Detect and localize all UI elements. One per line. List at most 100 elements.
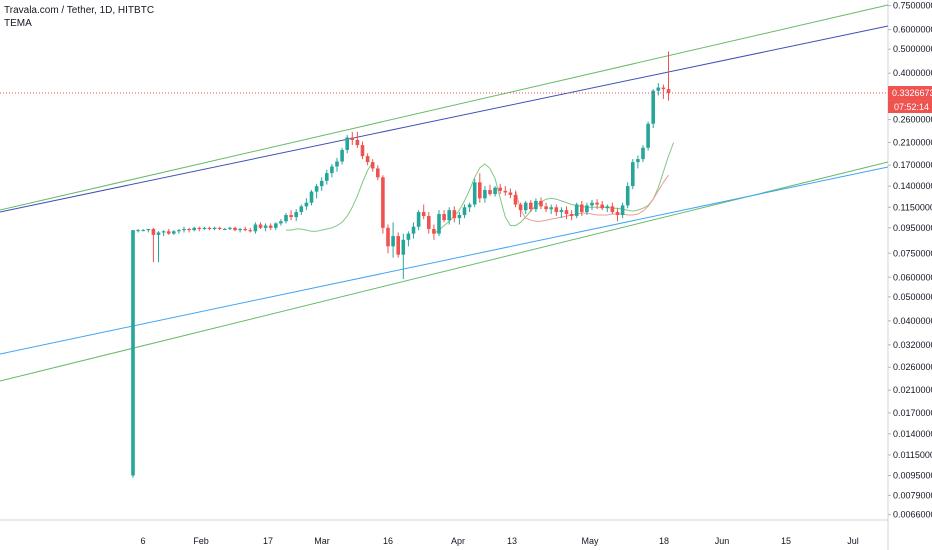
candle-body xyxy=(442,214,446,221)
candle-body xyxy=(396,236,400,255)
candle-body xyxy=(595,202,599,205)
y-tick-label: 0.0600000 xyxy=(893,272,932,282)
candle-body xyxy=(340,149,344,162)
candle-body xyxy=(483,190,487,199)
candle xyxy=(187,227,191,233)
candle-body xyxy=(447,210,451,221)
y-tick-label: 0.1700000 xyxy=(893,160,932,170)
tema-short-line xyxy=(515,174,669,222)
candle xyxy=(529,200,533,213)
candle-body xyxy=(666,89,671,93)
candle-body xyxy=(151,228,156,235)
candle-body xyxy=(304,202,309,207)
candle xyxy=(488,184,492,196)
candle-body xyxy=(631,162,635,187)
last-price-tag xyxy=(888,86,932,101)
channel-upper-line xyxy=(0,4,889,211)
candle-body xyxy=(411,226,416,234)
candle xyxy=(268,223,273,231)
y-tick-label: 0.0500000 xyxy=(893,292,932,302)
candle xyxy=(309,190,314,206)
candle xyxy=(370,159,375,172)
candle-body xyxy=(263,225,268,228)
candle xyxy=(238,227,242,233)
candle-body xyxy=(243,228,247,231)
candle xyxy=(442,210,446,223)
candle-body xyxy=(248,230,253,232)
candle-body xyxy=(513,194,518,205)
candle xyxy=(416,210,421,231)
candle xyxy=(518,202,523,218)
candle-body xyxy=(207,227,212,229)
candle xyxy=(279,219,283,226)
y-tick-label: 0.0140000 xyxy=(893,429,932,439)
candle-body xyxy=(518,204,523,211)
candle-body xyxy=(661,87,666,90)
y-tick-label: 0.0066000 xyxy=(893,510,932,520)
candle-body xyxy=(309,191,314,203)
candle-body xyxy=(432,228,436,234)
candle-body xyxy=(197,227,202,229)
candle xyxy=(335,157,339,172)
tema-long-line xyxy=(433,142,675,235)
candle xyxy=(182,226,186,233)
candle-body xyxy=(166,231,171,234)
candle-body xyxy=(503,190,508,193)
candle xyxy=(141,228,145,232)
candle-body xyxy=(656,87,661,91)
candle xyxy=(248,227,253,233)
candle xyxy=(651,89,655,129)
x-tick-label: 16 xyxy=(383,536,393,546)
candle xyxy=(161,230,166,237)
candle xyxy=(131,230,135,478)
candle-body xyxy=(381,177,385,228)
candle xyxy=(447,207,451,225)
chart-header: Travala.com / Tether, 1D, HITBTC TEMA xyxy=(4,4,154,30)
candle-body xyxy=(217,227,222,229)
candle xyxy=(355,131,360,148)
candle-body xyxy=(539,200,543,207)
candle-body xyxy=(610,206,615,213)
candle xyxy=(284,213,288,224)
candle xyxy=(299,204,304,216)
candle xyxy=(217,226,222,231)
indicator-label[interactable]: TEMA xyxy=(4,18,32,29)
candle-body xyxy=(289,215,293,218)
candle-body xyxy=(350,137,355,140)
x-tick-label: 18 xyxy=(659,536,669,546)
candle xyxy=(503,186,508,196)
candle-body xyxy=(258,224,263,228)
y-tick-label: 0.0095000 xyxy=(893,471,932,481)
symbol-title[interactable]: Travala.com / Tether, 1D, HITBTC xyxy=(4,5,155,16)
candle xyxy=(493,186,497,197)
candle xyxy=(406,231,411,247)
candle xyxy=(258,222,263,229)
candle xyxy=(391,222,395,258)
candle xyxy=(421,204,426,220)
candle xyxy=(554,204,559,217)
candle xyxy=(508,188,513,199)
candle xyxy=(319,177,324,191)
candle-body xyxy=(238,228,242,231)
candle xyxy=(636,155,640,169)
candle xyxy=(467,202,472,213)
candle xyxy=(202,226,207,231)
candle-body xyxy=(605,206,610,209)
candle-body xyxy=(192,227,196,231)
candle xyxy=(172,230,176,235)
candle xyxy=(166,228,171,235)
candle-body xyxy=(391,236,395,247)
candle xyxy=(620,202,625,219)
candle xyxy=(615,208,620,222)
candle xyxy=(146,228,151,233)
candle-body xyxy=(212,227,217,229)
candle-body xyxy=(493,187,497,195)
candle-body xyxy=(452,210,457,219)
candle-body xyxy=(569,214,574,217)
candle xyxy=(610,202,615,215)
candle-body xyxy=(202,227,207,229)
tema-long-early-line xyxy=(286,161,374,232)
candle-body xyxy=(564,210,569,215)
x-tick-label: Mar xyxy=(314,536,330,546)
